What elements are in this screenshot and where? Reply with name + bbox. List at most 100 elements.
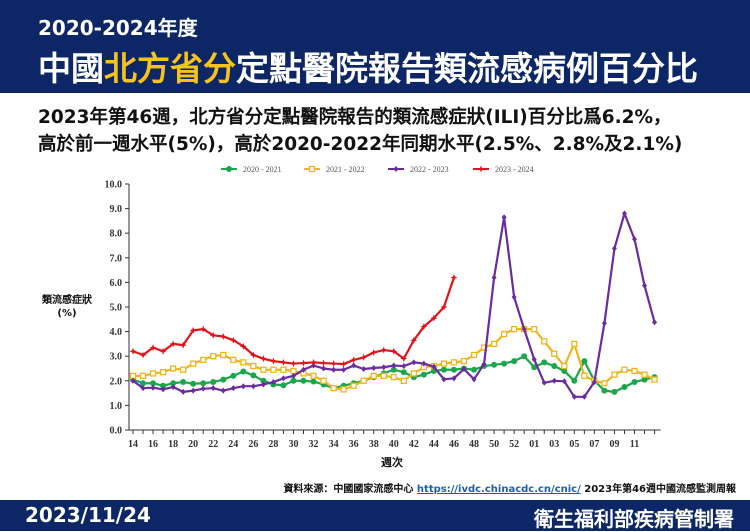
data-point xyxy=(170,380,177,387)
data-point xyxy=(351,362,357,369)
data-point xyxy=(360,353,368,361)
data-point xyxy=(140,380,147,387)
data-point xyxy=(321,365,327,372)
x-tick-label: 52 xyxy=(509,439,519,450)
data-point xyxy=(441,376,447,383)
data-point xyxy=(611,371,618,378)
data-point xyxy=(541,359,548,366)
data-point xyxy=(350,382,357,389)
data-point xyxy=(250,383,256,390)
data-point xyxy=(531,356,537,363)
data-point xyxy=(370,372,377,380)
data-point xyxy=(269,357,277,365)
data-point xyxy=(150,384,156,391)
data-point xyxy=(289,360,297,368)
data-point xyxy=(471,366,478,373)
legend-marker xyxy=(477,165,485,173)
data-point xyxy=(189,326,197,334)
data-point xyxy=(280,382,287,389)
data-point xyxy=(652,319,658,326)
x-tick-label: 36 xyxy=(349,439,359,450)
data-point xyxy=(229,336,237,344)
data-point xyxy=(651,376,658,383)
data-point xyxy=(159,347,167,355)
data-point xyxy=(240,359,247,366)
data-point xyxy=(370,349,378,357)
header-banner: 2020-2024年度 中國北方省分定點醫院報告類流感病例百分比 xyxy=(0,0,750,93)
data-point xyxy=(511,294,517,301)
data-point xyxy=(601,320,607,327)
x-tick-label: 20 xyxy=(188,439,198,450)
data-point xyxy=(310,372,317,380)
data-point xyxy=(250,362,257,370)
x-tick-label: 03 xyxy=(549,439,559,450)
data-point xyxy=(209,331,217,339)
data-point xyxy=(139,351,147,359)
data-point xyxy=(521,353,528,360)
legend-label: 2020 - 2021 xyxy=(243,165,282,174)
data-point xyxy=(471,376,477,383)
data-point xyxy=(381,364,387,371)
data-point xyxy=(380,346,388,354)
data-point xyxy=(160,382,167,389)
x-tick-label: 09 xyxy=(609,439,619,450)
data-point xyxy=(561,362,568,370)
y-axis-label: 類流感症狀 xyxy=(41,293,93,306)
source-prefix: 資料來源：中國國家流感中心 xyxy=(283,484,414,495)
y-tick-label: 4.0 xyxy=(110,327,123,338)
data-point xyxy=(531,364,538,371)
data-point xyxy=(501,214,507,221)
data-point xyxy=(270,379,276,386)
y-tick-label: 8.0 xyxy=(110,229,123,240)
data-point xyxy=(169,365,177,372)
data-point xyxy=(169,340,177,348)
data-point xyxy=(340,386,347,393)
footer-banner: 2023/11/24 衛生福利部疾病管制署 xyxy=(0,500,750,531)
header-subtitle: 2020-2024年度 xyxy=(38,16,198,40)
x-tick-label: 24 xyxy=(228,439,238,450)
source-suffix: 2023年第46週中國流感監測周報 xyxy=(584,484,736,495)
data-point xyxy=(491,274,497,281)
data-point xyxy=(621,366,628,373)
data-point xyxy=(301,366,307,373)
data-point xyxy=(371,365,377,372)
data-point xyxy=(290,372,296,379)
data-point xyxy=(250,372,257,379)
series-2023-2024 xyxy=(132,277,456,366)
title-highlight: 北方省分 xyxy=(104,49,236,88)
data-point xyxy=(149,344,157,352)
data-point xyxy=(421,360,427,367)
data-point xyxy=(641,371,648,378)
y-tick-label: 0.0 xyxy=(110,426,123,437)
x-tick-label: 11 xyxy=(630,439,639,450)
data-point xyxy=(159,369,167,376)
data-point xyxy=(220,387,226,394)
data-point xyxy=(631,367,638,375)
x-tick-label: 32 xyxy=(309,439,319,450)
data-point xyxy=(341,366,347,373)
y-tick-label: 2.0 xyxy=(110,376,123,387)
data-point xyxy=(541,379,547,386)
series-line xyxy=(132,277,456,366)
x-tick-label: 46 xyxy=(449,439,459,450)
data-point xyxy=(581,372,588,380)
x-tick-label: 18 xyxy=(168,439,178,450)
data-point xyxy=(290,367,297,375)
x-tick-label: 26 xyxy=(248,439,258,450)
data-point xyxy=(260,377,267,384)
data-point xyxy=(360,377,367,384)
data-point xyxy=(450,366,457,373)
x-tick-label: 50 xyxy=(489,439,499,450)
source-link[interactable]: https://ivdc.chinacdc.cn/cnic/ xyxy=(416,484,581,495)
data-point xyxy=(491,361,498,368)
data-point xyxy=(601,380,608,387)
data-point xyxy=(390,366,397,373)
y-tick-label: 1.0 xyxy=(110,401,123,412)
y-tick-label: 6.0 xyxy=(110,278,123,289)
summary-text: 2023年第46週，北方省分定點醫院報告的類流感症狀(ILI)百分比爲6.2%，… xyxy=(38,104,682,158)
data-point xyxy=(621,210,627,217)
data-point xyxy=(551,350,558,357)
data-point xyxy=(200,380,207,387)
data-point xyxy=(621,383,628,390)
data-point xyxy=(190,387,196,394)
